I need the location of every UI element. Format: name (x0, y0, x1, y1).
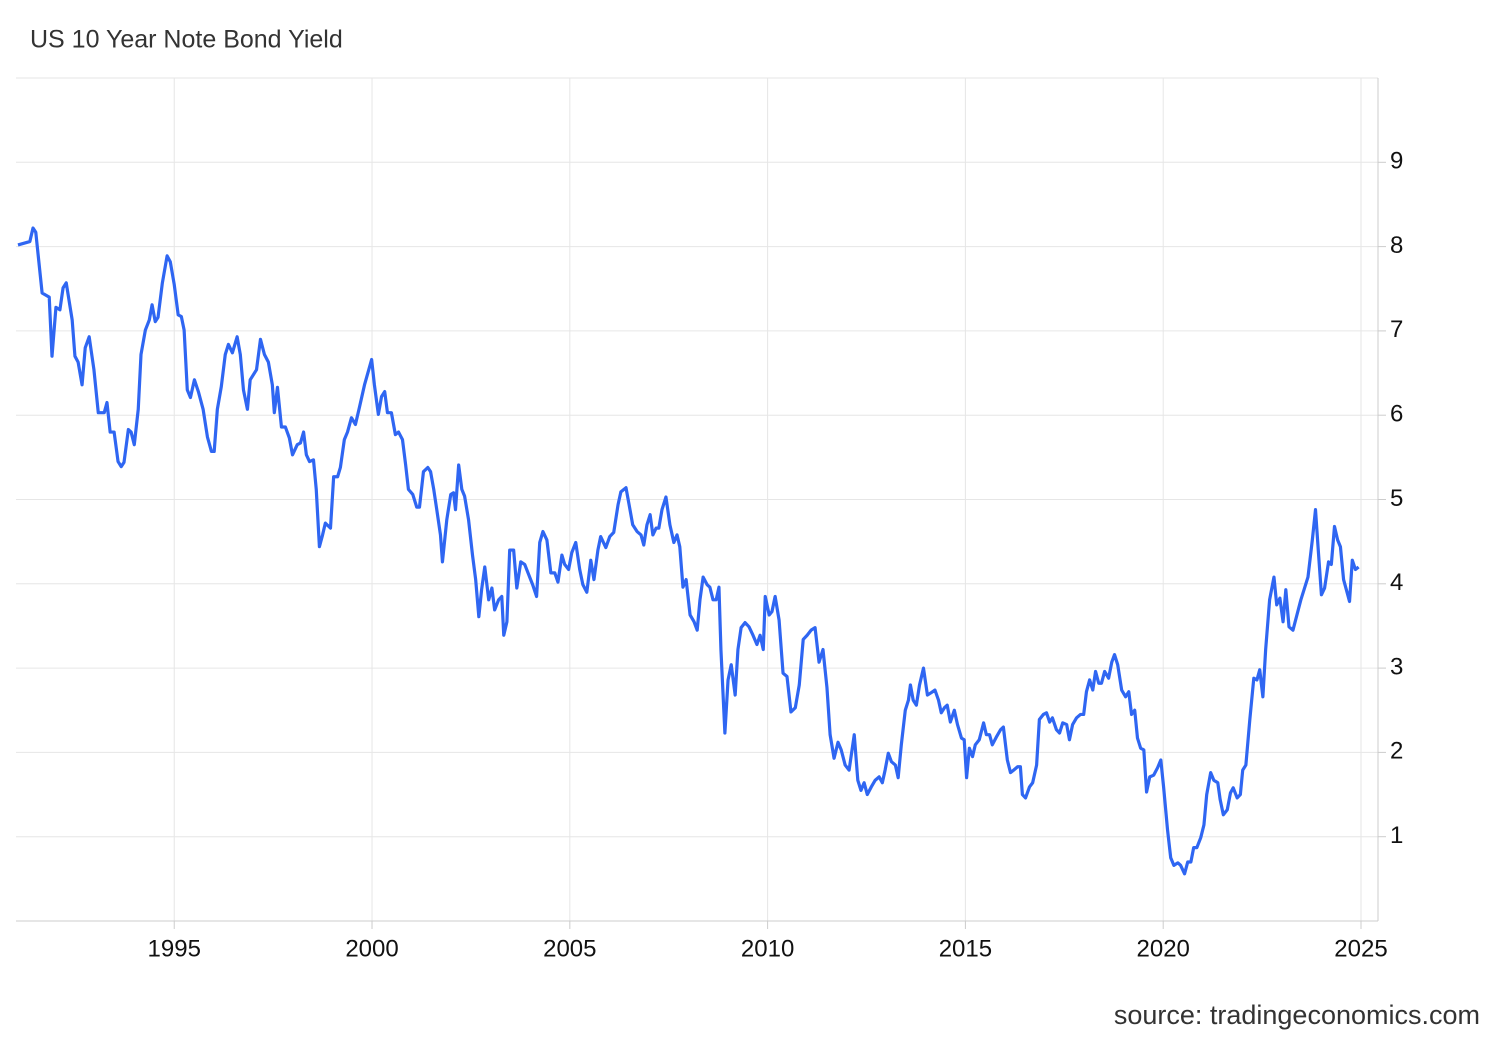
y-tick-label: 3 (1390, 653, 1403, 680)
chart-title: US 10 Year Note Bond Yield (30, 26, 343, 54)
y-tick-label: 6 (1390, 401, 1403, 428)
x-tick-label: 2005 (543, 935, 596, 962)
y-tick-label: 2 (1390, 738, 1403, 765)
y-tick-label: 7 (1390, 316, 1403, 343)
x-tick-label: 2020 (1137, 935, 1190, 962)
source: source: tradingeconomics.com (1114, 1000, 1480, 1030)
line-series (17, 226, 1360, 876)
y-tick-label: 1 (1390, 822, 1403, 849)
x-tick-label: 1995 (148, 935, 201, 962)
x-tick-label: 2025 (1334, 935, 1387, 962)
x-tick-label: 2010 (741, 935, 794, 962)
y-tick-label: 9 (1390, 148, 1403, 175)
x-tick-label: 2015 (939, 935, 992, 962)
x-tick-label: 2000 (345, 935, 398, 962)
y-tick-label: 4 (1390, 569, 1403, 596)
y-tick-label: 8 (1390, 232, 1403, 259)
y-tick-label: 5 (1390, 485, 1403, 512)
